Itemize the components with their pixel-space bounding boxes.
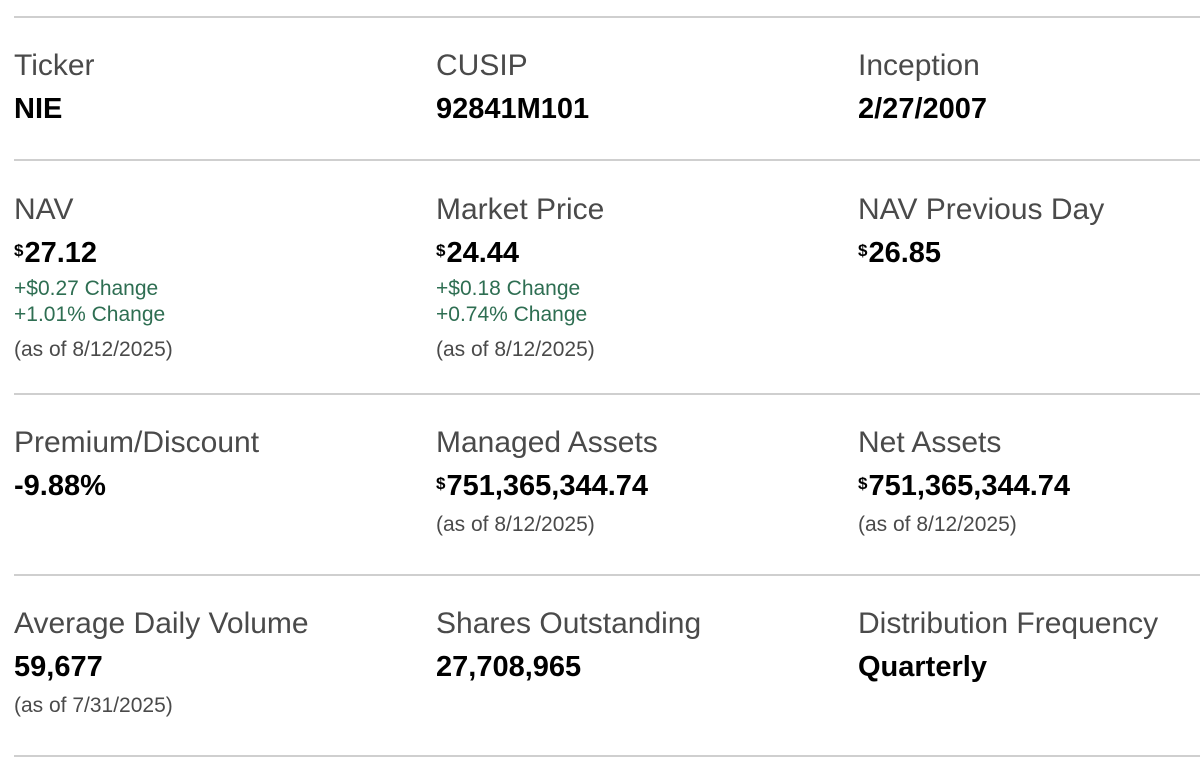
nav-as-of: (as of 8/12/2025) bbox=[14, 338, 173, 361]
nav-previous-day-value: 26.85 bbox=[868, 237, 942, 269]
nav-change-percent: +1.01% Change bbox=[14, 303, 166, 326]
managed-assets-value-line: $751,365,344.74 bbox=[436, 469, 856, 503]
average-daily-volume-value: 59,677 bbox=[14, 651, 103, 683]
currency-symbol: $ bbox=[858, 241, 868, 260]
net-assets-value-line: $751,365,344.74 bbox=[858, 469, 1200, 503]
net-assets-as-of: (as of 8/12/2025) bbox=[858, 513, 1017, 536]
cusip-label: CUSIP bbox=[436, 49, 528, 82]
net-assets-cell: Net Assets $751,365,344.74 (as of 8/12/2… bbox=[858, 425, 1200, 538]
divider-bottom bbox=[14, 755, 1200, 757]
ticker-label: Ticker bbox=[14, 49, 95, 82]
distribution-frequency-value: Quarterly bbox=[858, 651, 987, 683]
market-price-value: 24.44 bbox=[446, 237, 520, 269]
cusip-cell: CUSIP 92841M101 bbox=[436, 48, 856, 126]
market-price-cell: Market Price $24.44 +$0.18 Change +0.74%… bbox=[436, 192, 856, 363]
shares-outstanding-label: Shares Outstanding bbox=[436, 607, 702, 640]
net-assets-value: 751,365,344.74 bbox=[868, 470, 1071, 502]
market-price-change-amount: +$0.18 Change bbox=[436, 277, 581, 300]
shares-outstanding-value: 27,708,965 bbox=[436, 651, 582, 683]
market-price-change-percent: +0.74% Change bbox=[436, 303, 588, 326]
nav-cell: NAV $27.12 +$0.27 Change +1.01% Change (… bbox=[14, 192, 434, 363]
divider-row-1 bbox=[14, 159, 1200, 161]
nav-previous-day-cell: NAV Previous Day $26.85 bbox=[858, 192, 1200, 270]
nav-previous-day-value-line: $26.85 bbox=[858, 236, 1200, 270]
premium-discount-value: -9.88% bbox=[14, 470, 106, 502]
divider-row-2 bbox=[14, 393, 1200, 395]
currency-symbol: $ bbox=[436, 474, 446, 493]
nav-change-amount: +$0.27 Change bbox=[14, 277, 159, 300]
divider-row-3 bbox=[14, 574, 1200, 576]
average-daily-volume-label: Average Daily Volume bbox=[14, 607, 309, 640]
inception-label: Inception bbox=[858, 49, 980, 82]
currency-symbol: $ bbox=[858, 474, 868, 493]
distribution-frequency-label: Distribution Frequency bbox=[858, 607, 1159, 640]
average-daily-volume-cell: Average Daily Volume 59,677 (as of 7/31/… bbox=[14, 606, 434, 719]
inception-cell: Inception 2/27/2007 bbox=[858, 48, 1200, 126]
nav-previous-day-label: NAV Previous Day bbox=[858, 193, 1105, 226]
market-price-value-line: $24.44 bbox=[436, 236, 856, 270]
inception-value: 2/27/2007 bbox=[858, 93, 988, 125]
nav-value-line: $27.12 bbox=[14, 236, 434, 270]
managed-assets-as-of: (as of 8/12/2025) bbox=[436, 513, 595, 536]
currency-symbol: $ bbox=[14, 241, 24, 260]
nav-value: 27.12 bbox=[24, 237, 98, 269]
premium-discount-cell: Premium/Discount -9.88% bbox=[14, 425, 434, 503]
cusip-value: 92841M101 bbox=[436, 93, 590, 125]
ticker-cell: Ticker NIE bbox=[14, 48, 434, 126]
managed-assets-label: Managed Assets bbox=[436, 426, 658, 459]
divider-top bbox=[14, 16, 1200, 18]
market-price-label: Market Price bbox=[436, 193, 605, 226]
average-daily-volume-as-of: (as of 7/31/2025) bbox=[14, 694, 173, 717]
nav-label: NAV bbox=[14, 193, 74, 226]
ticker-value: NIE bbox=[14, 93, 63, 125]
net-assets-label: Net Assets bbox=[858, 426, 1002, 459]
shares-outstanding-cell: Shares Outstanding 27,708,965 bbox=[436, 606, 856, 684]
currency-symbol: $ bbox=[436, 241, 446, 260]
distribution-frequency-cell: Distribution Frequency Quarterly bbox=[858, 606, 1200, 684]
premium-discount-label: Premium/Discount bbox=[14, 426, 260, 459]
managed-assets-value: 751,365,344.74 bbox=[446, 470, 649, 502]
market-price-as-of: (as of 8/12/2025) bbox=[436, 338, 595, 361]
managed-assets-cell: Managed Assets $751,365,344.74 (as of 8/… bbox=[436, 425, 856, 538]
